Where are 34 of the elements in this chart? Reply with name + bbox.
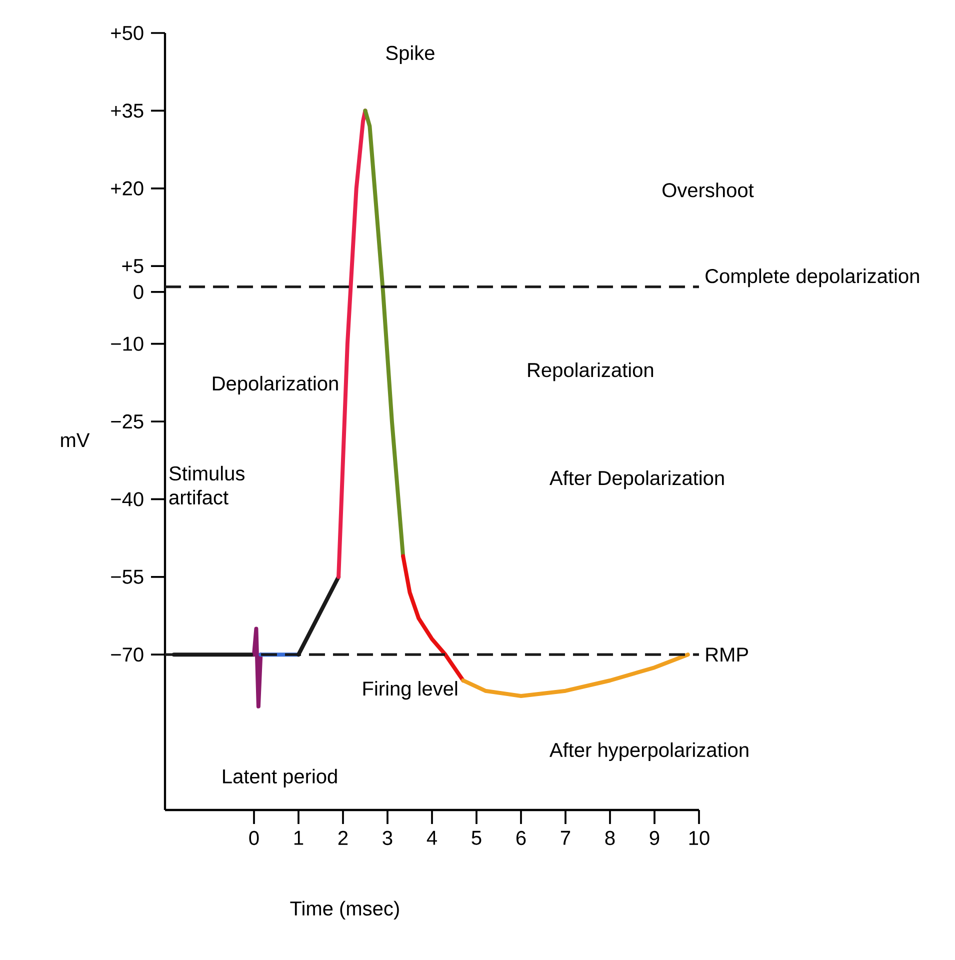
y-tick-label: −70: [111, 648, 144, 662]
x-tick-label: 6: [516, 830, 526, 846]
x-tick-label: 0: [249, 830, 259, 846]
y-tick-label: +35: [111, 104, 144, 118]
x-tick-label: 2: [338, 830, 348, 845]
y-tick-label: +5: [122, 259, 144, 274]
x-tick-label: 4: [426, 830, 437, 845]
annotation: Depolarization: [212, 376, 338, 395]
ref-line-label: RMP: [706, 648, 748, 662]
x-tick-label: 10: [689, 830, 710, 846]
y-tick-label: −25: [111, 414, 144, 429]
annotation: Spike: [386, 45, 434, 64]
annotation: Latent period: [223, 768, 337, 788]
x-tick-label: 5: [472, 830, 482, 845]
x-tick-label: 3: [382, 830, 392, 846]
y-tick-label: +20: [111, 181, 144, 196]
annotation: Overshoot: [662, 182, 754, 198]
x-tick-label: 7: [560, 830, 570, 845]
x-tick-label: 9: [650, 830, 660, 846]
annotation: Stimulus artifact: [169, 466, 244, 505]
x-tick-label: 8: [605, 830, 615, 846]
x-tick-label: 1: [294, 830, 304, 845]
annotation: After hyperpolarization: [550, 742, 748, 762]
y-tick-label: +50: [111, 26, 144, 40]
ref-line-label: Complete depolarization: [706, 268, 919, 288]
annotation: Repolarization: [528, 362, 654, 382]
x-axis-title: Time (msec): [290, 900, 399, 920]
y-tick-label: 0: [134, 284, 144, 300]
annotation: After Depolarization: [550, 470, 724, 490]
y-axis-title: mV: [61, 433, 90, 448]
y-tick-label: −10: [111, 336, 144, 351]
y-tick-label: −40: [111, 492, 144, 506]
annotation: Firing level: [363, 681, 458, 700]
y-tick-label: −55: [111, 570, 144, 584]
